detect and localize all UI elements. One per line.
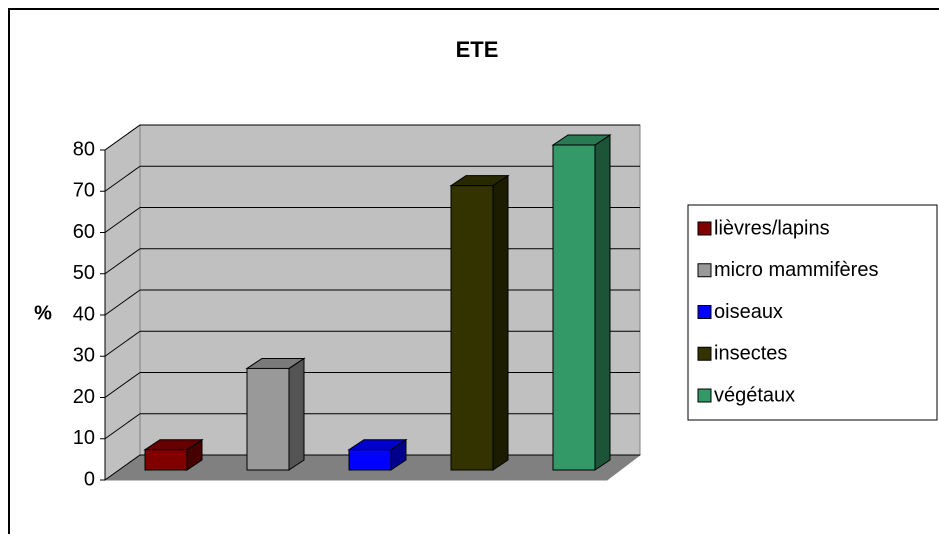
legend <box>687 204 938 421</box>
bar <box>450 185 494 471</box>
chart-title: ETE <box>456 37 499 62</box>
legend-swatch <box>697 305 712 319</box>
y-tick-label: 10 <box>73 427 95 449</box>
legend-label: végétaux <box>714 384 795 406</box>
grid-line <box>104 454 141 481</box>
legend-label: lièvres/lapins <box>714 217 830 239</box>
legend-label: oiseaux <box>714 301 783 323</box>
y-tick-label: 40 <box>73 303 95 325</box>
y-tick-label: 80 <box>73 138 95 160</box>
legend-swatch <box>697 346 712 361</box>
y-tick-label: 70 <box>73 180 95 202</box>
legend-swatch <box>697 388 712 403</box>
y-tick-label: 0 <box>84 468 95 490</box>
bar-side <box>492 174 509 471</box>
bar-side <box>288 357 305 471</box>
grid-line <box>104 165 141 192</box>
legend-label: insectes <box>714 343 787 365</box>
grid-line <box>104 248 141 275</box>
legend-swatch <box>697 263 712 278</box>
bar <box>552 144 596 471</box>
bar <box>348 449 392 471</box>
grid-line <box>104 413 141 440</box>
grid-line <box>104 330 141 357</box>
grid-line <box>104 207 141 233</box>
y-tick-label: 30 <box>73 345 95 367</box>
y-tick-label: 50 <box>73 262 95 284</box>
bar <box>144 449 188 471</box>
grid-line <box>104 289 141 316</box>
y-axis-label: % <box>34 302 52 324</box>
bar-side <box>594 134 611 471</box>
bar <box>246 367 290 471</box>
y-tick-label: 20 <box>73 386 95 408</box>
grid-line <box>104 124 141 151</box>
legend-label: micro mammifères <box>714 259 878 281</box>
y-tick-label: 60 <box>73 221 95 243</box>
grid-line <box>104 372 141 398</box>
legend-swatch <box>697 221 712 236</box>
